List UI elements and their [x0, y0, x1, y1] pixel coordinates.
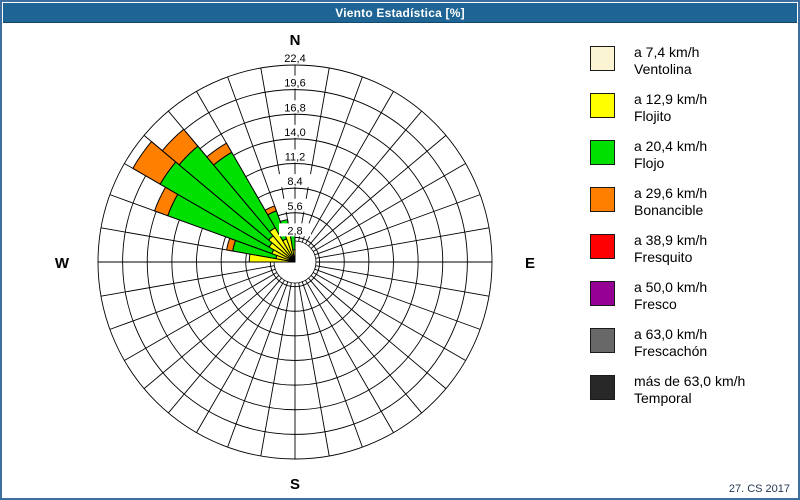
grid-spoke: [143, 275, 280, 389]
radial-tick-label: 8,4: [287, 176, 302, 188]
radial-tick-label: 16,8: [284, 102, 305, 114]
radial-tick-label: 5,6: [287, 201, 302, 213]
tick-label-backing: [279, 174, 311, 188]
grid-spoke: [315, 265, 490, 297]
grid-spoke: [315, 227, 490, 259]
grid-spoke: [168, 277, 282, 414]
compass-label-east: E: [525, 255, 535, 272]
legend-label-frescachon: a 63,0 km/h Frescachón: [634, 326, 707, 360]
legend-swatch-flojo: [590, 140, 615, 165]
grid-spoke: [100, 265, 275, 297]
grid-spoke: [314, 194, 481, 256]
tick-label-backing: [279, 149, 311, 163]
legend-label-flojito: a 12,9 km/h Flojito: [634, 91, 707, 125]
grid-spoke: [298, 67, 330, 242]
legend-beaufort-name: Flojito: [634, 108, 672, 124]
legend-beaufort-name: Flojo: [634, 155, 665, 171]
tick-label-backing: [279, 75, 311, 89]
footer-credit: 27. CS 2017: [728, 483, 790, 495]
radial-tick-label: 14,0: [284, 127, 305, 139]
legend-swatch-flojito: [590, 93, 615, 118]
grid-spoke: [109, 268, 276, 330]
grid-spoke: [305, 91, 394, 245]
legend-speed: a 7,4 km/h: [634, 44, 700, 60]
grid-spoke: [305, 279, 394, 433]
wind-rose-svg: 2,8 5,6 8,4 11,2 14,0 16,8 19,6 22,4 N S W E: [55, 32, 535, 493]
grid-spoke: [310, 275, 447, 389]
legend-item-ventolina: a 7,4 km/h Ventolina: [590, 44, 790, 78]
wind-petal-segment-bonancible: [264, 205, 277, 216]
grid-spoke: [312, 163, 466, 252]
legend-speed: a 38,9 km/h: [634, 232, 708, 248]
legend-speed: a 63,0 km/h: [634, 326, 708, 342]
radial-tick-label: 22,4: [284, 53, 305, 65]
legend-item-fresquito: a 38,9 km/h Fresquito: [590, 232, 790, 266]
legend-speed: a 20,4 km/h: [634, 138, 708, 154]
grid-spoke: [301, 281, 363, 448]
wind-rose-chart: 2,8 5,6 8,4 11,2 14,0 16,8 19,6 22,4 N S W E: [2, 23, 577, 498]
legend-beaufort-name: Ventolina: [634, 61, 692, 77]
legend-swatch-fresquito: [590, 234, 615, 259]
tick-label-backing: [279, 223, 311, 237]
legend-item-flojo: a 20,4 km/h Flojo: [590, 138, 790, 172]
legend-label-fresco: a 50,0 km/h Fresco: [634, 279, 707, 313]
legend-item-frescachon: a 63,0 km/h Frescachón: [590, 326, 790, 360]
compass-label-west: W: [55, 255, 70, 272]
legend-beaufort-name: Fresco: [634, 296, 677, 312]
legend-swatch-ventolina: [590, 46, 615, 71]
tick-label-backing: [279, 198, 311, 212]
grid-spoke: [227, 281, 289, 448]
radial-tick-label: 2,8: [287, 225, 302, 237]
grid-spoke: [308, 110, 422, 247]
legend-beaufort-name: Fresquito: [634, 249, 693, 265]
legend-label-bonancible: a 29,6 km/h Bonancible: [634, 185, 707, 219]
legend-label-ventolina: a 7,4 km/h Ventolina: [634, 44, 699, 78]
grid-spoke: [196, 279, 285, 433]
legend-label-temporal: más de 63,0 km/h Temporal: [634, 373, 745, 407]
legend: a 7,4 km/h Ventolina a 12,9 km/h Flojito a 2…: [590, 44, 790, 420]
wind-petal-segment-bonancible: [161, 128, 199, 166]
legend-item-bonancible: a 29,6 km/h Bonancible: [590, 185, 790, 219]
legend-label-fresquito: a 38,9 km/h Fresquito: [634, 232, 707, 266]
legend-speed: a 50,0 km/h: [634, 279, 708, 295]
legend-item-fresco: a 50,0 km/h Fresco: [590, 279, 790, 313]
compass-label-north: N: [290, 32, 301, 49]
grid-spoke: [260, 67, 292, 242]
legend-speed: a 12,9 km/h: [634, 91, 708, 107]
grid-spoke: [310, 135, 447, 249]
legend-beaufort-name: Temporal: [634, 390, 692, 406]
legend-beaufort-name: Frescachón: [634, 343, 708, 359]
tick-label-backing: [279, 100, 311, 114]
legend-speed: más de 63,0 km/h: [634, 373, 746, 389]
legend-swatch-frescachon: [590, 328, 615, 353]
grid-spoke: [314, 268, 481, 330]
legend-swatch-bonancible: [590, 187, 615, 212]
radial-tick-label: 19,6: [284, 78, 305, 90]
grid-spoke: [312, 272, 466, 361]
grid-spoke: [298, 282, 330, 457]
grid-spoke: [124, 272, 278, 361]
legend-item-temporal: más de 63,0 km/h Temporal: [590, 373, 790, 407]
grid-spoke: [260, 282, 292, 457]
wind-petal-segment-bonancible: [206, 142, 233, 166]
title-bar: Viento Estadística [%]: [3, 3, 797, 23]
legend-beaufort-name: Bonancible: [634, 202, 704, 218]
legend-item-flojito: a 12,9 km/h Flojito: [590, 91, 790, 125]
radial-tick-label: 11,2: [285, 152, 306, 164]
legend-swatch-temporal: [590, 375, 615, 400]
legend-label-flojo: a 20,4 km/h Flojo: [634, 138, 707, 172]
window-title: Viento Estadística [%]: [335, 5, 465, 20]
tick-label-backing: [279, 124, 311, 138]
grid-spoke: [301, 76, 363, 243]
compass-label-south: S: [290, 476, 300, 493]
legend-swatch-fresco: [590, 281, 615, 306]
tick-label-backing: [279, 51, 311, 64]
legend-speed: a 29,6 km/h: [634, 185, 708, 201]
grid-spoke: [308, 277, 422, 414]
